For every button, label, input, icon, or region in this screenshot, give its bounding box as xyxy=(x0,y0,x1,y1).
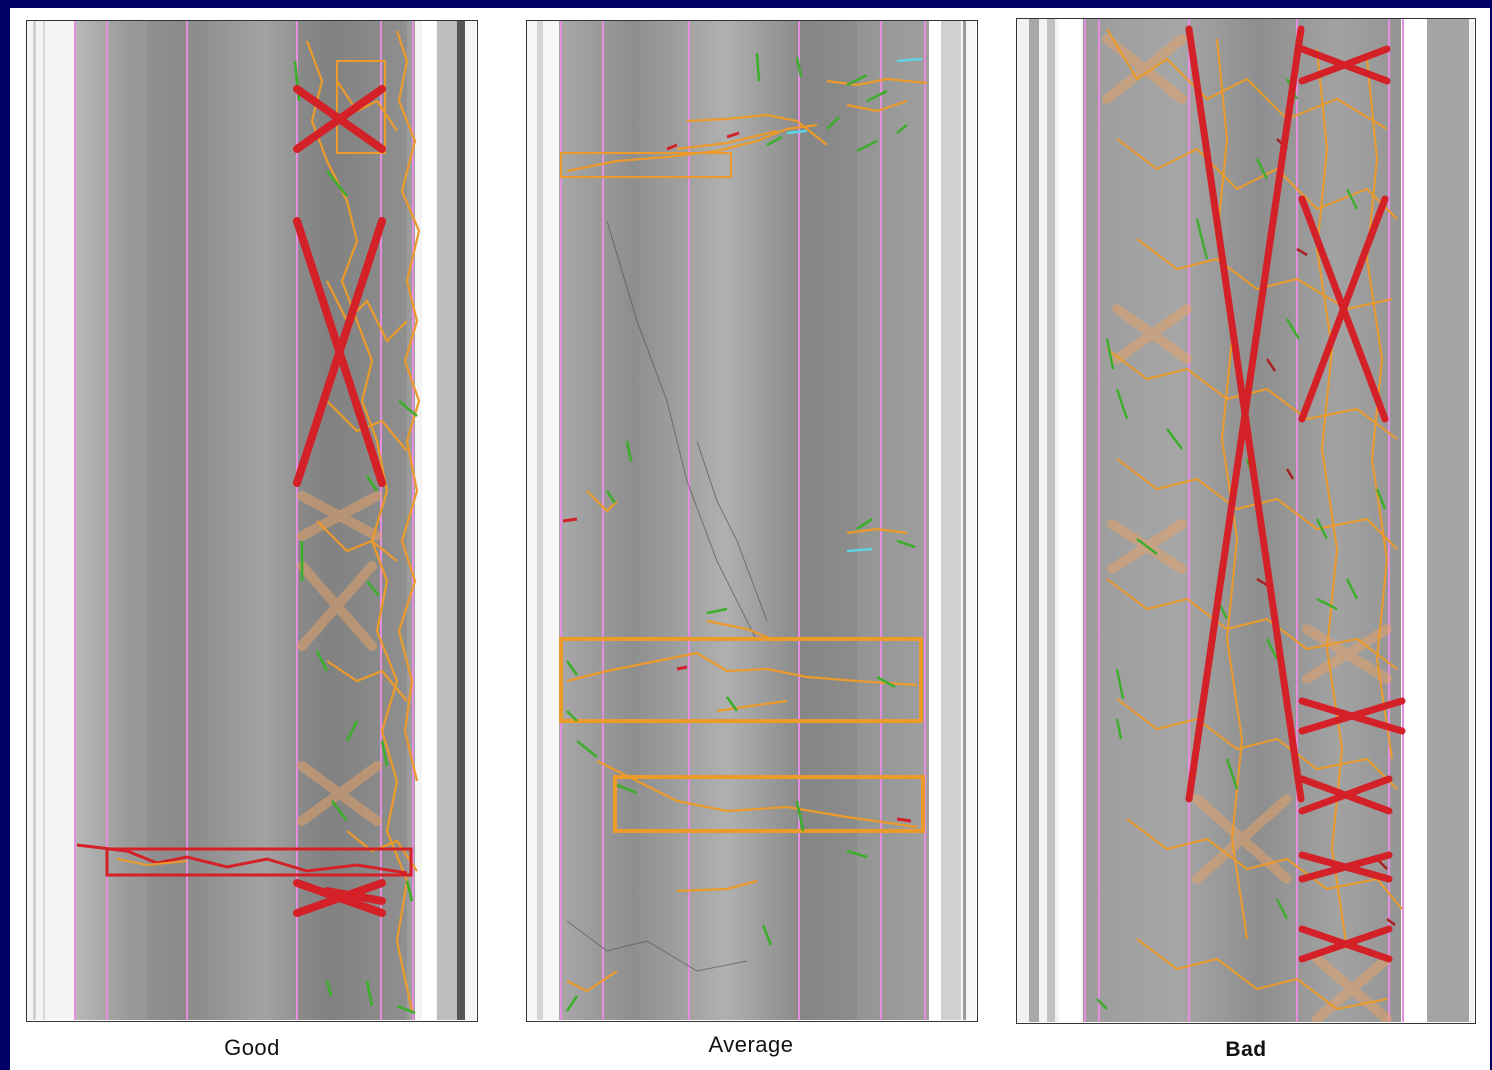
severe-x-marks xyxy=(293,85,386,917)
bad-pavement-image xyxy=(1016,18,1476,1024)
bad-pavement-svg xyxy=(1017,19,1474,1022)
lane-markers xyxy=(74,21,414,1020)
figure-canvas: Good xyxy=(10,8,1490,1070)
bad-caption: Bad xyxy=(1225,1038,1267,1061)
good-pavement-image xyxy=(26,20,478,1022)
severe-x-marks xyxy=(1185,25,1406,963)
transverse-crack-box xyxy=(76,843,413,877)
orange-cracks xyxy=(305,30,421,1012)
green-cracks xyxy=(565,52,916,1012)
green-cracks xyxy=(293,60,418,1015)
faded-x-marks xyxy=(297,491,382,826)
green-cracks xyxy=(1096,78,1387,1010)
lane-markers xyxy=(560,21,926,1020)
red-cracks xyxy=(562,131,912,823)
average-pavement-svg xyxy=(527,21,976,1020)
average-pavement-image xyxy=(526,20,978,1022)
orange-region-boxes xyxy=(559,637,925,833)
average-caption: Average xyxy=(708,1032,794,1057)
good-pavement-svg xyxy=(27,21,476,1020)
faint-cracks xyxy=(566,220,768,972)
good-caption: Good xyxy=(224,1035,280,1060)
cyan-cracks xyxy=(786,57,923,553)
